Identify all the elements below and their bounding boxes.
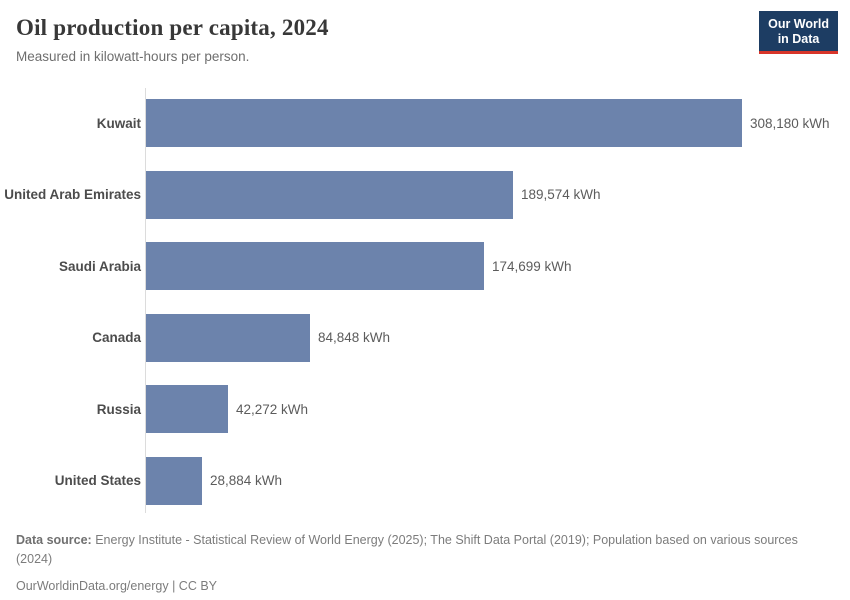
chart-title: Oil production per capita, 2024 — [16, 15, 329, 40]
bar[interactable] — [146, 99, 742, 147]
country-label[interactable]: United States — [54, 473, 141, 488]
bar[interactable] — [146, 456, 202, 505]
value-label: 308,180 kWh — [750, 115, 830, 131]
bar[interactable] — [146, 385, 228, 433]
bar[interactable] — [146, 242, 484, 290]
chart-subtitle: Measured in kilowatt-hours per person. — [16, 49, 250, 64]
country-label[interactable]: Kuwait — [96, 115, 141, 131]
data-source-note: Data source: Energy Institute - Statisti… — [16, 531, 834, 568]
bar-row: Russia 42,272 kWh — [0, 385, 850, 433]
bar-row: Kuwait 308,180 kWh — [0, 99, 850, 147]
bar[interactable] — [146, 313, 310, 362]
chart-footer: Data source: Energy Institute - Statisti… — [16, 531, 834, 596]
y-axis-line — [145, 88, 146, 513]
bar-row: United States 28,884 kWh — [0, 456, 850, 505]
country-label[interactable]: United Arab Emirates — [4, 187, 141, 202]
country-label[interactable]: Canada — [92, 330, 141, 345]
data-source-text: Energy Institute - Statistical Review of… — [16, 533, 798, 566]
owid-logo[interactable]: Our World in Data — [759, 11, 838, 54]
bar[interactable] — [146, 170, 513, 219]
owid-url-license[interactable]: OurWorldinData.org/energy | CC BY — [16, 579, 218, 593]
value-label: 174,699 kWh — [492, 258, 572, 274]
country-label[interactable]: Saudi Arabia — [58, 258, 141, 274]
value-label: 189,574 kWh — [521, 187, 601, 202]
value-label: 42,272 kWh — [236, 401, 309, 417]
value-label: 28,884 kWh — [210, 473, 283, 488]
owid-logo-line2: in Data — [777, 32, 820, 46]
owid-logo-line1: Our World — [768, 17, 829, 31]
bar-row: United Arab Emirates 189,574 kWh — [0, 170, 850, 219]
bar-row: Saudi Arabia 174,699 kWh — [0, 242, 850, 290]
country-label[interactable]: Russia — [96, 401, 141, 417]
bar-row: Canada 84,848 kWh — [0, 313, 850, 362]
value-label: 84,848 kWh — [318, 330, 391, 345]
data-source-label: Data source: — [16, 533, 92, 547]
bar-chart: Kuwait 308,180 kWh United Arab Emirates … — [0, 88, 850, 513]
